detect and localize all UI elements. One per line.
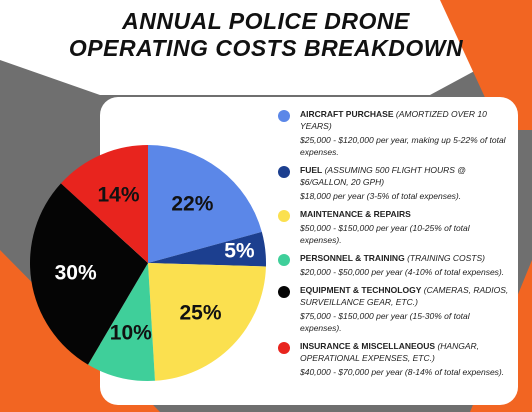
legend-note: (CAMERAS, RADIOS, SURVEILLANCE GEAR, ETC… — [300, 285, 509, 307]
legend-item: AIRCRAFT PURCHASE (AMORTIZED OVER 10 YEA… — [276, 108, 512, 158]
chart-title: ANNUAL POLICE DRONE OPERATING COSTS BREA… — [68, 8, 464, 61]
slice-label: 25% — [179, 302, 221, 325]
legend-swatch — [278, 110, 290, 122]
legend-name: INSURANCE & MISCELLANEOUS — [300, 341, 436, 351]
legend-description: $18,000 per year (3-5% of total expenses… — [300, 191, 462, 201]
slice-label: 10% — [110, 322, 152, 345]
legend-note: (HANGAR, OPERATIONAL EXPENSES, ETC.) — [300, 341, 479, 363]
pie-slice — [148, 263, 266, 381]
legend-item: FUEL (ASSUMING 500 FLIGHT HOURS @ $6/GAL… — [276, 164, 512, 202]
legend-note: (AMORTIZED OVER 10 YEARS) — [300, 109, 487, 131]
legend-description: $25,000 - $120,000 per year, making up 5… — [300, 135, 506, 157]
legend-swatch — [278, 254, 290, 266]
legend-description: $20,000 - $50,000 per year (4-10% of tot… — [300, 267, 505, 277]
legend-swatch — [278, 286, 290, 298]
legend-name: EQUIPMENT & TECHNOLOGY — [300, 285, 422, 295]
legend-swatch — [278, 210, 290, 222]
pie-slice — [30, 183, 148, 365]
pie-slice — [87, 263, 155, 381]
orange-shape — [440, 0, 532, 130]
pie-slice — [60, 145, 149, 263]
legend-item: PERSONNEL & TRAINING (TRAINING COSTS) $20… — [276, 252, 512, 278]
legend-note: (ASSUMING 500 FLIGHT HOURS @ $6/GALLON, … — [300, 165, 466, 187]
legend-note: (TRAINING COSTS) — [407, 253, 485, 263]
legend-text: AIRCRAFT PURCHASE (AMORTIZED OVER 10 YEA… — [300, 108, 512, 158]
pie-slice — [148, 231, 266, 267]
slice-label: 14% — [97, 184, 139, 207]
legend-item: MAINTENANCE & REPAIRS $50,000 - $150,000 … — [276, 208, 512, 246]
slice-label: 30% — [55, 261, 97, 284]
legend-item: EQUIPMENT & TECHNOLOGY (CAMERAS, RADIOS,… — [276, 284, 512, 334]
legend-name: MAINTENANCE & REPAIRS — [300, 209, 411, 219]
legend-item: INSURANCE & MISCELLANEOUS (HANGAR, OPERA… — [276, 340, 512, 378]
legend-description: $50,000 - $150,000 per year (10-25% of t… — [300, 223, 470, 245]
legend-description: $75,000 - $150,000 per year (15-30% of t… — [300, 311, 470, 333]
legend-text: INSURANCE & MISCELLANEOUS (HANGAR, OPERA… — [300, 340, 512, 378]
legend-text: EQUIPMENT & TECHNOLOGY (CAMERAS, RADIOS,… — [300, 284, 512, 334]
slice-label: 5% — [224, 240, 255, 263]
top-band — [0, 0, 532, 95]
slice-label: 22% — [171, 192, 213, 215]
legend-description: $40,000 - $70,000 per year (8-14% of tot… — [300, 367, 505, 377]
legend-swatch — [278, 166, 290, 178]
pie-slice — [148, 145, 262, 263]
legend-name: AIRCRAFT PURCHASE — [300, 109, 394, 119]
legend-text: FUEL (ASSUMING 500 FLIGHT HOURS @ $6/GAL… — [300, 164, 512, 202]
legend-swatch — [278, 342, 290, 354]
legend-text: MAINTENANCE & REPAIRS $50,000 - $150,000 … — [300, 208, 512, 246]
legend-text: PERSONNEL & TRAINING (TRAINING COSTS) $20… — [300, 252, 504, 278]
legend-name: FUEL — [300, 165, 323, 175]
legend: AIRCRAFT PURCHASE (AMORTIZED OVER 10 YEA… — [276, 108, 512, 384]
legend-name: PERSONNEL & TRAINING — [300, 253, 405, 263]
pie: 22% 5% 25% 10% 30% 14% — [30, 145, 266, 381]
